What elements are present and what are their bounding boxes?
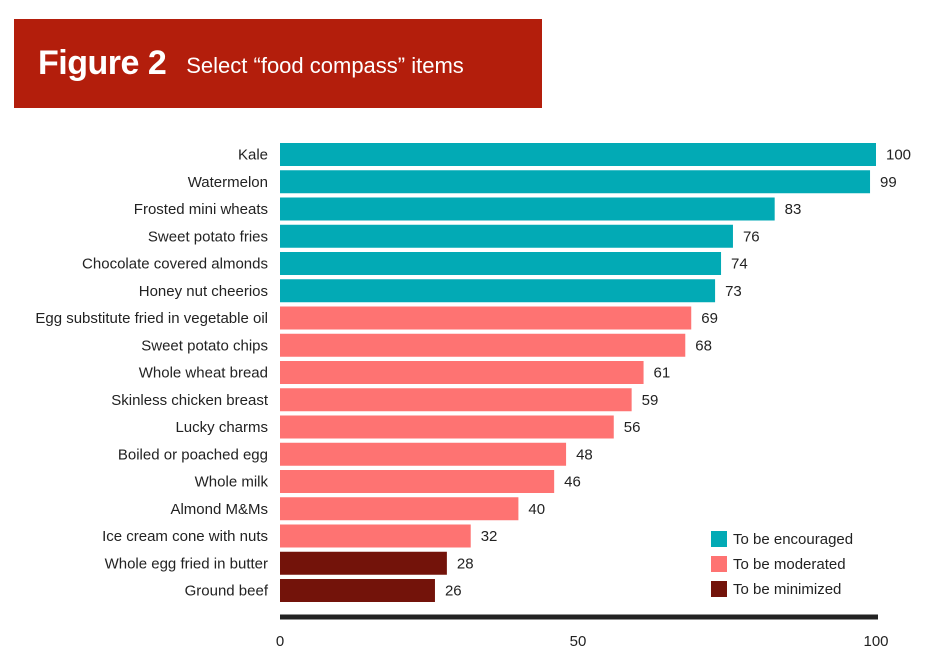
category-label: Egg substitute fried in vegetable oil <box>35 310 268 327</box>
bar <box>280 197 775 221</box>
value-label: 48 <box>576 446 593 463</box>
x-tick-label: 0 <box>276 633 284 650</box>
category-label: Frosted mini wheats <box>134 201 268 218</box>
category-label: Honey nut cheerios <box>139 283 268 300</box>
legend-label: To be encouraged <box>733 531 853 548</box>
figure-subtitle: Select “food compass” items <box>186 52 464 78</box>
bar <box>280 524 471 548</box>
x-tick-label: 100 <box>863 633 888 650</box>
value-label: 76 <box>743 228 760 245</box>
bar <box>280 442 567 466</box>
value-label: 56 <box>624 419 641 436</box>
category-label: Skinless chicken breast <box>111 392 269 409</box>
category-label: Lucky charms <box>175 419 268 436</box>
value-label: 40 <box>528 501 545 518</box>
legend-swatch <box>711 531 727 547</box>
value-label: 61 <box>654 365 671 382</box>
value-label: 32 <box>481 528 498 545</box>
value-label: 73 <box>725 283 742 300</box>
category-label: Whole milk <box>195 474 269 491</box>
bar <box>280 143 876 166</box>
figure-label: Figure 2 <box>38 44 167 82</box>
value-label: 59 <box>642 392 659 409</box>
category-label: Kale <box>238 147 268 164</box>
bar <box>280 279 716 303</box>
category-label: Boiled or poached egg <box>118 446 268 463</box>
bar <box>280 497 519 521</box>
figure-banner: Figure 2 Select “food compass” items <box>14 19 542 108</box>
value-label: 83 <box>785 201 802 218</box>
value-label: 100 <box>886 147 911 164</box>
legend: To be encouraged To be moderated To be min… <box>711 531 853 598</box>
bar <box>280 361 644 384</box>
legend-swatch <box>711 581 727 597</box>
bar <box>280 252 722 275</box>
bar <box>280 170 871 194</box>
bar <box>280 333 686 357</box>
bars-group <box>280 143 876 602</box>
category-label: Watermelon <box>188 174 268 191</box>
category-label: Sweet potato chips <box>141 337 268 354</box>
value-label: 68 <box>695 337 712 354</box>
legend-label: To be moderated <box>733 556 846 573</box>
bar <box>280 551 447 575</box>
category-label: Sweet potato fries <box>148 228 268 245</box>
value-label: 99 <box>880 174 897 191</box>
x-tick-label: 50 <box>570 633 587 650</box>
legend-label: To be minimized <box>733 581 841 598</box>
value-label: 28 <box>457 555 474 572</box>
bar <box>280 579 435 602</box>
category-labels: Kale Watermelon Frosted mini wheats Sweet p… <box>35 147 268 600</box>
value-label: 26 <box>445 583 462 600</box>
category-label: Whole egg fried in butter <box>105 555 268 572</box>
bar <box>280 306 692 330</box>
value-label: 46 <box>564 474 581 491</box>
category-label: Chocolate covered almonds <box>82 256 268 273</box>
value-label: 74 <box>731 256 748 273</box>
category-label: Whole wheat bread <box>139 365 268 382</box>
bar <box>280 224 733 248</box>
bar <box>280 388 632 412</box>
category-label: Ice cream cone with nuts <box>102 528 268 545</box>
category-label: Ground beef <box>185 583 269 600</box>
legend-swatch <box>711 556 727 572</box>
category-label: Almond M&Ms <box>170 501 268 518</box>
bar <box>280 470 555 493</box>
value-label: 69 <box>701 310 718 327</box>
bar <box>280 415 614 439</box>
x-axis-ticks: 0 50 100 <box>276 633 889 650</box>
